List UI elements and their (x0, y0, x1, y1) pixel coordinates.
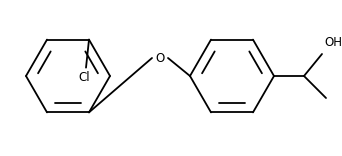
Text: O: O (155, 51, 165, 64)
Text: OH: OH (324, 36, 342, 49)
Text: Cl: Cl (78, 71, 90, 84)
